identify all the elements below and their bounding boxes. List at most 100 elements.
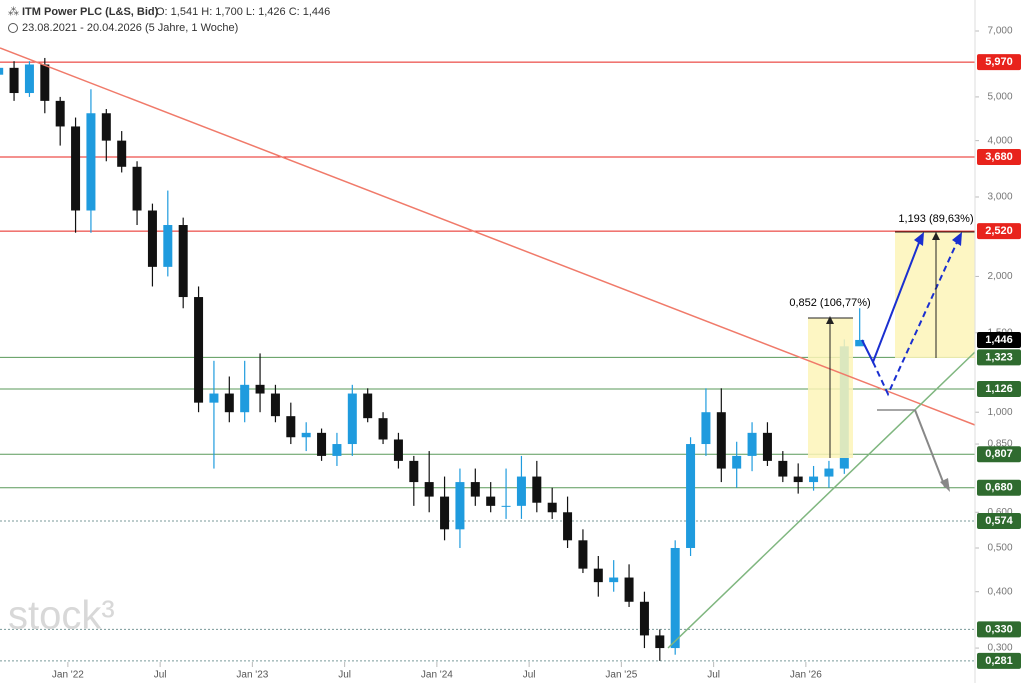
candle-body xyxy=(609,577,619,583)
y-tick-label: 0,500 xyxy=(987,543,1012,554)
candle-body xyxy=(194,297,204,403)
watermark: stock³ xyxy=(8,594,115,638)
candle-body xyxy=(117,140,127,167)
candle-body xyxy=(363,393,373,419)
clock-icon xyxy=(8,23,18,33)
target-box xyxy=(895,232,975,358)
candle-body xyxy=(516,476,526,506)
candle-body xyxy=(547,502,557,513)
x-tick-label: Jan '24 xyxy=(421,670,453,681)
level-tag xyxy=(977,446,1021,463)
chart-subtitle: 23.08.2021 - 20.04.2026 (5 Jahre, 1 Woch… xyxy=(22,22,238,34)
level-tag xyxy=(977,621,1021,638)
level-label: 0,281 xyxy=(985,655,1013,667)
x-tick-label: Jan '26 xyxy=(790,670,822,681)
level-label: 0,574 xyxy=(985,515,1013,527)
candle-body xyxy=(686,444,696,548)
candle-body xyxy=(393,439,403,461)
candle-body xyxy=(224,393,234,413)
x-tick-label: Jul xyxy=(338,670,351,681)
x-tick-label: Jul xyxy=(523,670,536,681)
quote: O: 1,541 H: 1,700 L: 1,426 C: 1,446 xyxy=(156,6,330,18)
candle-body xyxy=(347,393,357,445)
candle-body xyxy=(409,460,419,483)
candle-body xyxy=(670,547,680,649)
candle-body xyxy=(301,432,311,438)
candle-body xyxy=(732,455,742,469)
candle-body xyxy=(486,496,496,506)
x-tick-label: Jul xyxy=(707,670,720,681)
annotation: 0,852 (106,77%) xyxy=(789,297,870,309)
y-tick-label: 0,300 xyxy=(987,643,1012,654)
y-tick-label: 0,850 xyxy=(987,439,1012,450)
level-tag xyxy=(977,479,1021,496)
level-label: 5,970 xyxy=(985,56,1013,68)
candle-body xyxy=(332,444,342,456)
candle-body xyxy=(747,432,757,456)
level-label: 0,680 xyxy=(985,482,1013,494)
level-tag xyxy=(977,349,1021,366)
arrow-head xyxy=(826,316,834,324)
level-tag xyxy=(977,331,1021,348)
candle-body xyxy=(101,113,111,141)
candle-body xyxy=(701,412,711,445)
level-tag xyxy=(977,512,1021,529)
candle-body xyxy=(440,496,450,530)
candle-body xyxy=(255,384,265,394)
candle-body xyxy=(317,432,327,456)
candle-body xyxy=(563,512,573,541)
candle-body xyxy=(71,126,81,211)
candle-body xyxy=(270,393,280,417)
candle-body xyxy=(501,505,511,507)
x-tick-label: Jul xyxy=(154,670,167,681)
candle-body xyxy=(424,482,434,497)
candle-body xyxy=(24,64,34,94)
gray-arrow xyxy=(914,409,946,488)
candle-body xyxy=(86,113,96,211)
candle-body xyxy=(286,416,296,438)
candle-body xyxy=(639,601,649,636)
candle-body xyxy=(9,67,19,94)
candle-body xyxy=(855,339,865,347)
candle-body xyxy=(716,412,726,469)
y-tick-label: 5,000 xyxy=(987,92,1012,103)
arrow-head xyxy=(932,232,940,240)
x-tick-label: Jan '25 xyxy=(605,670,637,681)
level-tag xyxy=(977,54,1021,71)
x-tick-label: Jan '22 xyxy=(52,670,84,681)
candle-body xyxy=(178,225,188,298)
candle-body xyxy=(778,460,788,477)
candle-body xyxy=(0,67,4,75)
candle-body xyxy=(624,577,634,602)
candle-body xyxy=(578,540,588,569)
candle-body xyxy=(132,166,142,211)
level-label: 1,126 xyxy=(985,383,1013,395)
candle-body xyxy=(824,468,834,477)
y-tick-label: 0,600 xyxy=(987,507,1012,518)
y-tick-label: 3,000 xyxy=(987,192,1012,203)
level-label: 1,323 xyxy=(985,351,1013,363)
candle-body xyxy=(532,476,542,503)
y-tick-label: 2,000 xyxy=(987,271,1012,282)
level-label: 1,446 xyxy=(985,334,1013,346)
level-label: 2,520 xyxy=(985,225,1013,237)
annotation: 1,193 (89,63%) xyxy=(898,213,973,225)
arrow-head xyxy=(914,232,924,246)
candle-body xyxy=(147,210,157,267)
arrow-head xyxy=(940,478,950,492)
level-label: 0,807 xyxy=(985,448,1013,460)
candle-body xyxy=(163,225,173,267)
candle-body xyxy=(209,393,219,403)
x-tick-label: Jan '23 xyxy=(236,670,268,681)
y-tick-label: 4,000 xyxy=(987,135,1012,146)
y-tick-label: 0,400 xyxy=(987,586,1012,597)
candle-body xyxy=(455,482,465,530)
candle-body xyxy=(762,432,772,461)
candle-body xyxy=(40,64,50,101)
up-trendline xyxy=(667,351,976,649)
y-tick-label: 7,000 xyxy=(987,26,1012,37)
candle-body xyxy=(240,384,250,413)
level-tag xyxy=(977,380,1021,397)
candle-body xyxy=(809,476,819,483)
